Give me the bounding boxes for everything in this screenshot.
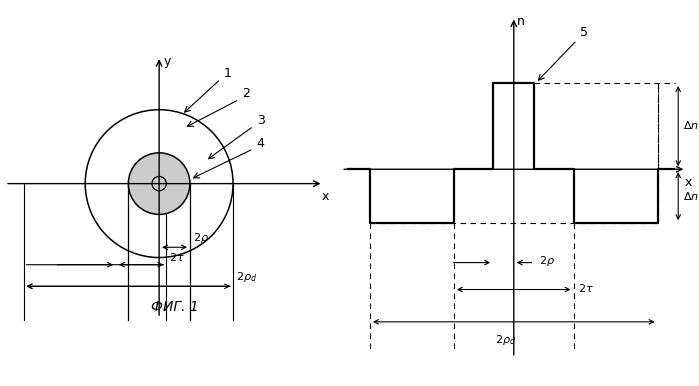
Text: $2\rho$: $2\rho$ [193, 231, 209, 245]
Text: $2\rho_d$: $2\rho_d$ [236, 270, 257, 284]
Circle shape [129, 153, 190, 214]
Text: x: x [322, 190, 329, 203]
Text: $\Delta n_+$: $\Delta n_+$ [683, 119, 699, 133]
Text: y: y [164, 55, 171, 68]
Text: n: n [517, 15, 525, 28]
Text: $\Delta n_-$: $\Delta n_-$ [683, 191, 699, 201]
Text: 2: 2 [243, 87, 250, 100]
Text: $2\tau$: $2\tau$ [578, 282, 594, 294]
Text: x: x [685, 176, 692, 190]
Text: 1: 1 [224, 67, 231, 80]
Text: $2\rho$: $2\rho$ [539, 254, 555, 268]
Text: $2\rho_d$: $2\rho_d$ [495, 333, 517, 347]
Text: $2\tau$: $2\tau$ [169, 251, 185, 262]
Text: ФИГ. 1: ФИГ. 1 [151, 300, 199, 314]
Text: 5: 5 [580, 26, 589, 39]
Text: 3: 3 [257, 114, 264, 127]
Text: 4: 4 [257, 137, 264, 150]
